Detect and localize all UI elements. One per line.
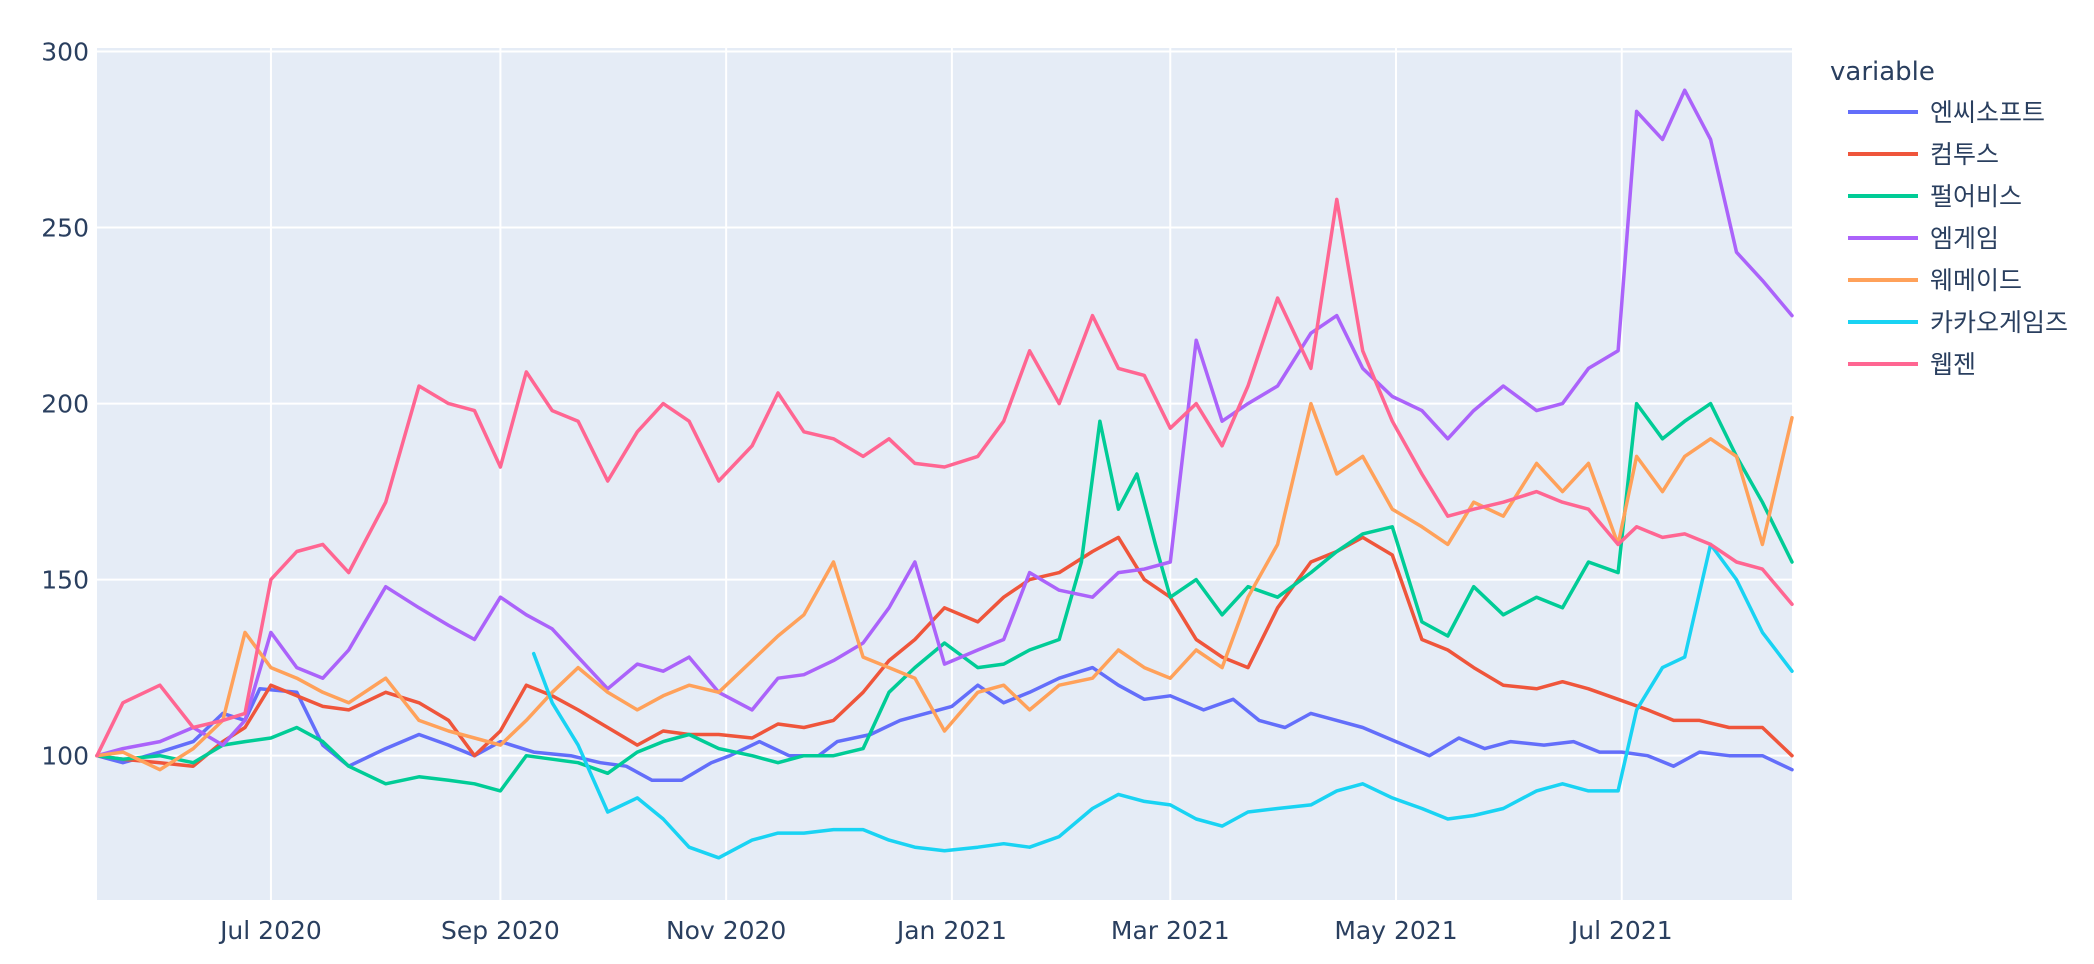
y-tick-label: 100 [41, 742, 89, 771]
series-line [95, 535, 1794, 768]
series-line [531, 542, 1794, 860]
legend-label: 웹젠 [1930, 350, 1976, 379]
legend-label: 컴투스 [1930, 140, 1999, 169]
series-line [95, 197, 1794, 758]
y-tick-label: 300 [41, 38, 89, 67]
y-tick-label: 150 [41, 566, 89, 595]
legend-title: variable [1830, 57, 1935, 87]
gridlines [97, 48, 1792, 900]
x-tick-label: Jan 2021 [895, 916, 1007, 945]
series-line [95, 88, 1794, 758]
x-tick-label: Jul 2020 [218, 916, 322, 945]
x-axis-ticks: Jul 2020 Sep 2020 Nov 2020 Jan 2021 Mar 2021… [218, 916, 1673, 945]
series-line [95, 665, 1794, 783]
legend-label: 엠게임 [1930, 224, 1999, 253]
y-tick-label: 250 [41, 214, 89, 243]
series-line [95, 401, 1794, 772]
x-tick-label: Jul 2021 [1569, 916, 1673, 945]
legend-label: 카카오게임즈 [1930, 308, 2068, 337]
x-tick-label: Nov 2020 [666, 916, 786, 945]
x-tick-label: Mar 2021 [1111, 916, 1230, 945]
y-tick-label: 200 [41, 390, 89, 419]
series-lines [95, 88, 1794, 860]
legend-label: 엔씨소프트 [1930, 98, 2045, 127]
legend-label: 펄어비스 [1930, 182, 2022, 211]
y-axis-ticks: 100 150 200 250 300 [41, 38, 89, 771]
x-tick-label: May 2021 [1334, 916, 1457, 945]
plot-area [97, 48, 1792, 900]
legend-label: 웨메이드 [1930, 266, 2022, 295]
series-line [95, 401, 1794, 793]
x-tick-label: Sep 2020 [441, 916, 560, 945]
